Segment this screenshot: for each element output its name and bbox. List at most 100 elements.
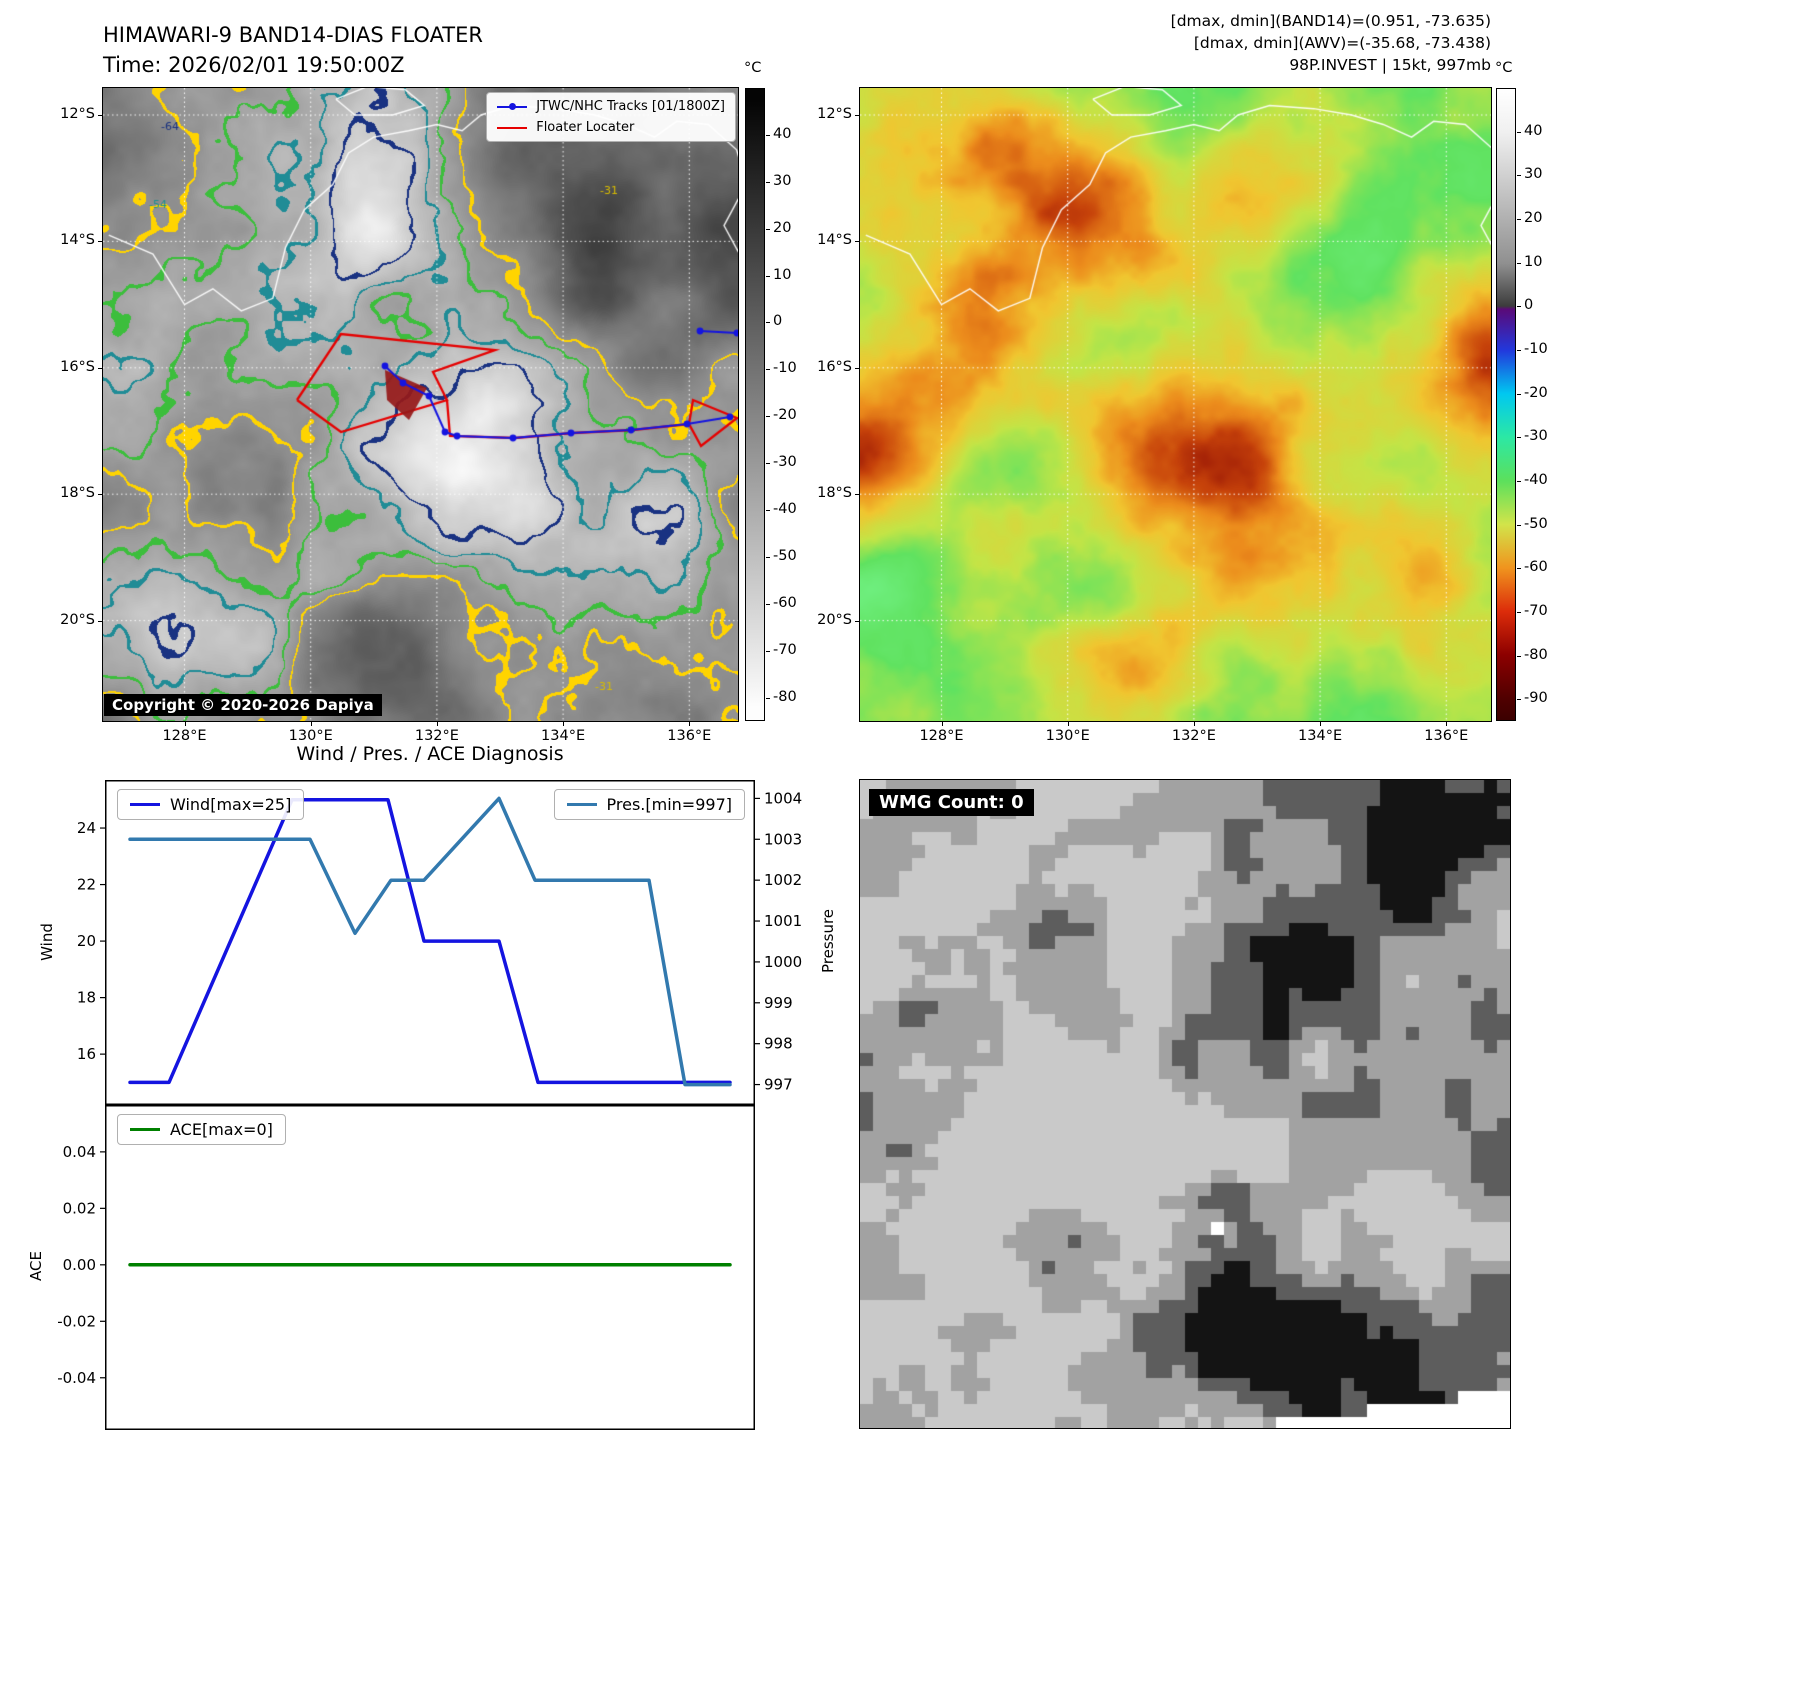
tick-mark [855, 620, 859, 622]
awv-colorbar-tick: -10 [1524, 340, 1548, 357]
tick-mark [1517, 437, 1521, 439]
awv-colorbar [1496, 88, 1516, 721]
ace-chart: 0.04 0.02 0.00 -0.02 -0.04 [57, 1105, 755, 1430]
diagnosis-title: Wind / Pres. / ACE Diagnosis [296, 743, 564, 765]
awv-x-tick-label: 130°E [1045, 728, 1090, 744]
chart-frame [105, 780, 755, 1105]
tick-mark [1517, 175, 1521, 177]
awv-colorbar-tick: 10 [1524, 253, 1543, 270]
band14-x-tick-label: 136°E [667, 728, 712, 744]
chart-frame [105, 1105, 755, 1430]
y2-tick-label: 1001 [764, 912, 802, 930]
tick-mark [310, 722, 312, 726]
y2-tick-label: 1002 [764, 871, 802, 889]
pressure-legend: Pres.[min=997] [553, 789, 745, 820]
series-line-0 [128, 798, 732, 1085]
band14-x-tick-label: 128°E [162, 728, 207, 744]
wmg-microwave-image [859, 779, 1511, 1429]
tick-mark [1517, 655, 1521, 657]
awv-y-tick-label: 18°S [817, 485, 852, 502]
band14-y-tick-label: 14°S [60, 232, 95, 249]
tick-mark [766, 369, 770, 371]
band14-x-tick-label: 130°E [288, 728, 333, 744]
awv-y-tick-label: 16°S [817, 358, 852, 375]
band14-map-legend: JTWC/NHC Tracks [01/1800Z] Floater Locat… [486, 92, 736, 142]
band14-colorbar-tick: -50 [773, 547, 797, 564]
band14-panel-title: HIMAWARI-9 BAND14-DIAS FLOATER [103, 23, 483, 47]
tick-mark [1517, 262, 1521, 264]
awv-dmax-awv: [dmax, dmin](AWV)=(-35.68, -73.438) [1193, 34, 1491, 52]
y-tick-label: 0.00 [63, 1256, 96, 1274]
band14-colorbar-tick: -30 [773, 454, 797, 471]
tick-mark [98, 367, 102, 369]
awv-colorbar-unit: °C [1495, 60, 1513, 76]
awv-y-tick-label: 12°S [817, 106, 852, 122]
tick-mark [1517, 349, 1521, 351]
band14-title-block: HIMAWARI-9 BAND14-DIAS FLOATER Time: 202… [103, 20, 483, 80]
tick-mark [98, 115, 102, 116]
wind-pressure-chart: 16 18 20 22 24 997 998 999 1000 1001 1002 1003 1004 [77, 780, 802, 1105]
awv-invest-status: 98P.INVEST | 15kt, 997mb [1289, 56, 1491, 74]
tick-mark [563, 722, 565, 726]
band14-y-tick-label: 20°S [60, 611, 95, 628]
band14-time-label: Time: 2026/02/01 19:50:00Z [103, 53, 405, 77]
awv-colorbar-tick: -30 [1524, 428, 1548, 445]
band14-colorbar [745, 88, 765, 721]
tick-mark [766, 416, 770, 418]
band14-colorbar-tick: 30 [773, 172, 792, 189]
awv-header-block: [dmax, dmin](BAND14)=(0.951, -73.635) [d… [1171, 10, 1491, 76]
band14-y-tick-label: 18°S [60, 485, 95, 502]
y-tick-label: -0.02 [57, 1312, 96, 1330]
y2-tick-label: 1004 [764, 789, 802, 807]
tick-mark [766, 697, 770, 699]
y-tick-label: 16 [77, 1045, 96, 1063]
pressure-legend-label: Pres.[min=997] [606, 795, 732, 814]
legend-row-floater: Floater Locater [497, 120, 725, 135]
band14-colorbar-tick: -70 [773, 641, 797, 658]
awv-y-tick-label: 14°S [817, 232, 852, 249]
pressure-line-swatch [566, 803, 597, 806]
tick-mark [766, 510, 770, 511]
legend-label-floater: Floater Locater [536, 120, 635, 135]
y2-tick-label: 1000 [764, 953, 802, 971]
y-tick-label: -0.04 [57, 1369, 96, 1387]
tick-mark [1446, 722, 1448, 726]
tick-mark [1517, 393, 1521, 395]
tick-mark [1517, 306, 1521, 308]
y2-tick-label: 999 [764, 994, 793, 1012]
awv-x-tick-label: 132°E [1171, 728, 1216, 744]
y2-tick-label: 997 [764, 1076, 793, 1094]
awv-y-tick-label: 20°S [817, 611, 852, 628]
tick-mark [766, 463, 770, 465]
tick-mark [855, 241, 859, 243]
legend-label-tracks: JTWC/NHC Tracks [01/1800Z] [536, 99, 725, 114]
band14-colorbar-tick: -20 [773, 407, 797, 424]
legend-row-tracks: JTWC/NHC Tracks [01/1800Z] [497, 99, 725, 114]
y-tick-label: 0.04 [63, 1143, 96, 1161]
ace-line-swatch [130, 1128, 160, 1131]
tick-mark [766, 603, 770, 605]
floater-line-swatch [497, 126, 528, 129]
y-tick-label: 0.02 [63, 1199, 96, 1217]
awv-colorbar-tick: 40 [1524, 122, 1543, 139]
y-tick-label: 24 [77, 819, 96, 837]
y-tick-label: 18 [77, 989, 96, 1007]
tick-mark [1517, 218, 1521, 220]
tick-mark [436, 722, 438, 726]
ace-legend: ACE[max=0] [117, 1114, 286, 1145]
awv-x-tick-label: 134°E [1298, 728, 1343, 744]
tick-mark [1517, 480, 1521, 482]
track-line-swatch [497, 103, 528, 110]
tick-mark [1517, 699, 1521, 701]
band14-satellite-image [102, 87, 739, 722]
awv-x-tick-label: 136°E [1424, 728, 1469, 744]
tick-mark [1517, 131, 1521, 133]
tick-mark [1067, 722, 1069, 726]
tick-mark [766, 556, 770, 558]
y-tick-label: 22 [77, 876, 96, 894]
awv-x-tick-label: 128°E [919, 728, 964, 744]
awv-colorbar-tick: 30 [1524, 166, 1543, 183]
awv-colorbar-tick: -80 [1524, 646, 1548, 663]
awv-satellite-image [859, 87, 1492, 722]
band14-colorbar-tick: -40 [773, 501, 797, 517]
